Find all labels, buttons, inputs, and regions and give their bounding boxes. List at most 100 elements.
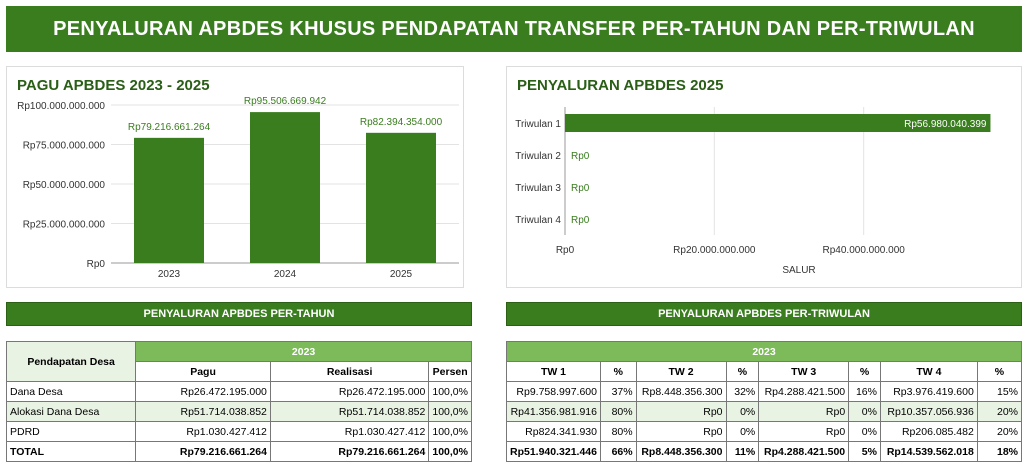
col-header-tw2: TW 2 xyxy=(635,361,727,382)
annual-year-header: 2023 xyxy=(135,341,472,362)
col-header-tw3: TW 3 xyxy=(758,361,850,382)
bar-data-label: Rp95.506.669.942 xyxy=(244,96,327,107)
y-tick-label: Rp50.000.000.000 xyxy=(23,180,106,191)
row-name: TOTAL xyxy=(5,441,137,462)
amount-cell: Rp0 xyxy=(635,401,727,422)
persen-cell: 100,0% xyxy=(428,401,472,422)
y-tick-label: Triwulan 4 xyxy=(515,215,561,226)
realisasi-cell: Rp79.216.661.264 xyxy=(269,441,430,462)
x-tick-label: 2024 xyxy=(274,269,297,280)
row-header-label: Pendapatan Desa xyxy=(27,355,115,368)
quarterly-section-bar: PENYALURAN APBDES PER-TRIWULAN xyxy=(506,302,1022,326)
bar-data-label: Rp0 xyxy=(571,151,590,162)
amount-cell: Rp206.085.482 xyxy=(879,421,978,442)
y-tick-label: Rp100.000.000.000 xyxy=(17,101,105,112)
table-row: Rp824.341.930 80% Rp0 0% Rp0 0% Rp206.085.482 2… xyxy=(506,421,1023,442)
percent-cell: 80% xyxy=(599,421,637,442)
percent-cell: 0% xyxy=(725,421,760,442)
page-title: PENYALURAN APBDES KHUSUS PENDAPATAN TRAN… xyxy=(53,17,975,40)
realisasi-cell: Rp26.472.195.000 xyxy=(269,381,430,402)
table-row: Rp41.356.981.916 80% Rp0 0% Rp0 0% Rp10.357.05… xyxy=(506,401,1023,422)
bar-data-label: Rp56.980.040.399 xyxy=(904,119,987,130)
persen-cell: 100,0% xyxy=(428,381,472,402)
y-tick-label: Rp75.000.000.000 xyxy=(23,141,106,152)
col-header-tw4-pct: % xyxy=(976,361,1023,382)
percent-cell: 20% xyxy=(976,401,1023,422)
pagu-cell: Rp1.030.427.412 xyxy=(135,421,271,442)
percent-cell: 11% xyxy=(725,441,760,462)
row-name: Alokasi Dana Desa xyxy=(5,401,137,422)
percent-cell: 0% xyxy=(848,401,881,422)
bar xyxy=(250,112,320,263)
table-row-total: Rp51.940.321.446 66% Rp8.448.356.300 11% Rp4… xyxy=(506,441,1023,462)
table-row: Alokasi Dana Desa Rp51.714.038.852 Rp51.… xyxy=(5,401,472,422)
y-tick-label: Triwulan 2 xyxy=(515,151,561,162)
quarterly-table: 2023 TW 1 % TW 2 % TW 3 % TW 4 % Rp9.758… xyxy=(506,341,1023,462)
amount-cell: Rp41.356.981.916 xyxy=(506,401,601,422)
col-header-tw2-pct: % xyxy=(725,361,760,382)
y-tick-label: Rp0 xyxy=(87,259,106,270)
pagu-chart-title: PAGU APBDES 2023 - 2025 xyxy=(17,77,210,94)
amount-cell: Rp51.940.321.446 xyxy=(506,441,601,462)
x-axis-label: SALUR xyxy=(782,265,815,276)
amount-cell: Rp0 xyxy=(635,421,727,442)
col-header-tw3-pct: % xyxy=(848,361,881,382)
y-tick-label: Triwulan 1 xyxy=(515,119,561,130)
row-header-cell: Pendapatan Desa xyxy=(5,341,137,382)
x-tick-label: Rp0 xyxy=(556,245,575,256)
percent-cell: 66% xyxy=(599,441,637,462)
amount-cell: Rp10.357.056.936 xyxy=(879,401,978,422)
table-row: Rp9.758.997.600 37% Rp8.448.356.300 32% Rp4.… xyxy=(506,381,1023,402)
bar-data-label: Rp0 xyxy=(571,183,590,194)
amount-cell: Rp4.288.421.500 xyxy=(758,381,850,402)
col-header-tw1: TW 1 xyxy=(506,361,601,382)
persen-cell: 100,0% xyxy=(428,441,472,462)
y-tick-label: Rp25.000.000.000 xyxy=(23,220,106,231)
quarterly-section-title: PENYALURAN APBDES PER-TRIWULAN xyxy=(658,308,870,320)
triwulan-bar-chart: Rp0 Rp20.000.000.000 Rp40.000.000.000 SALUR… xyxy=(515,107,991,276)
percent-cell: 32% xyxy=(725,381,760,402)
pagu-chart-panel: PAGU APBDES 2023 - 2025 Rp0 Rp25.000.000.… xyxy=(6,66,464,288)
percent-cell: 15% xyxy=(976,381,1023,402)
percent-cell: 37% xyxy=(599,381,637,402)
amount-cell: Rp4.288.421.500 xyxy=(758,441,850,462)
col-header-tw1-pct: % xyxy=(599,361,637,382)
percent-cell: 16% xyxy=(848,381,881,402)
quarterly-year-header: 2023 xyxy=(506,341,1022,362)
percent-cell: 18% xyxy=(976,441,1023,462)
col-header-tw4: TW 4 xyxy=(879,361,978,382)
col-header-persen: Persen xyxy=(428,361,472,382)
pagu-cell: Rp51.714.038.852 xyxy=(135,401,271,422)
col-header-pagu: Pagu xyxy=(135,361,271,382)
amount-cell: Rp824.341.930 xyxy=(506,421,601,442)
bar-data-label: Rp0 xyxy=(571,215,590,226)
amount-cell: Rp0 xyxy=(758,401,850,422)
penyaluran-chart-title: PENYALURAN APBDES 2025 xyxy=(517,77,724,94)
percent-cell: 5% xyxy=(848,441,881,462)
table-row-total: TOTAL Rp79.216.661.264 Rp79.216.661.264 … xyxy=(5,441,472,462)
bar xyxy=(366,132,436,263)
x-tick-label: 2025 xyxy=(390,269,413,280)
table-row: Dana Desa Rp26.472.195.000 Rp26.472.195.… xyxy=(5,381,472,402)
pagu-bar-chart: Rp0 Rp25.000.000.000 Rp50.000.000.000 Rp75.… xyxy=(17,96,459,280)
percent-cell: 0% xyxy=(848,421,881,442)
bar xyxy=(134,137,204,263)
amount-cell: Rp9.758.997.600 xyxy=(506,381,601,402)
x-tick-label: Rp40.000.000.000 xyxy=(823,245,906,256)
amount-cell: Rp14.539.562.018 xyxy=(879,441,978,462)
penyaluran-chart-panel: PENYALURAN APBDES 2025 Rp0 Rp20.000.000.0… xyxy=(506,66,1022,288)
annual-section-bar: PENYALURAN APBDES PER-TAHUN xyxy=(6,302,472,326)
x-tick-label: Rp20.000.000.000 xyxy=(673,245,756,256)
percent-cell: 80% xyxy=(599,401,637,422)
page-title-banner: PENYALURAN APBDES KHUSUS PENDAPATAN TRAN… xyxy=(6,6,1022,52)
table-row: PDRD Rp1.030.427.412 Rp1.030.427.412 100… xyxy=(5,421,472,442)
amount-cell: Rp3.976.419.600 xyxy=(879,381,978,402)
row-name: PDRD xyxy=(5,421,137,442)
y-tick-label: Triwulan 3 xyxy=(515,183,561,194)
bar-data-label: Rp82.394.354.000 xyxy=(360,117,443,128)
amount-cell: Rp0 xyxy=(758,421,850,442)
row-name: Dana Desa xyxy=(5,381,137,402)
annual-section-title: PENYALURAN APBDES PER-TAHUN xyxy=(143,308,335,320)
annual-table: Pendapatan Desa 2023 Pagu Realisasi Pers… xyxy=(5,341,472,462)
realisasi-cell: Rp1.030.427.412 xyxy=(269,421,430,442)
